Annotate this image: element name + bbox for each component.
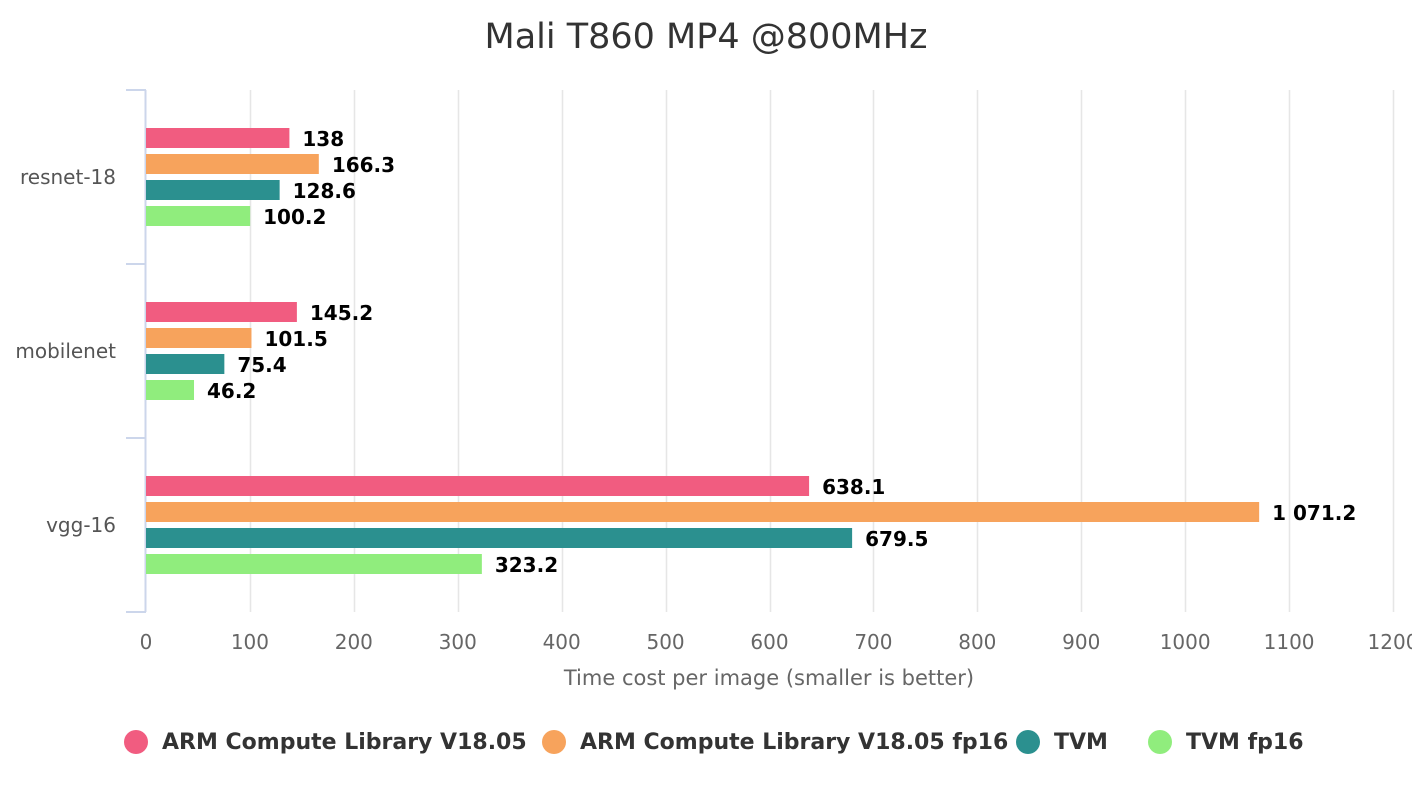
bars (146, 128, 1260, 574)
data-label: 166.3 (332, 153, 395, 177)
category-axis: resnet-18 mobilenet vgg-16 (15, 89, 147, 613)
data-label: 679.5 (865, 527, 928, 551)
bar (146, 180, 280, 200)
x-tick-label: 0 (140, 630, 153, 654)
bar (146, 206, 251, 226)
legend-label: TVM (1054, 729, 1108, 755)
x-tick-label: 100 (231, 630, 269, 654)
legend-marker-icon (1016, 730, 1040, 754)
x-tick-label: 1000 (1160, 630, 1211, 654)
bar (146, 554, 482, 574)
x-axis-title: Time cost per image (smaller is better) (563, 666, 974, 690)
data-label: 46.2 (207, 379, 256, 403)
legend: ARM Compute Library V18.05 ARM Compute Li… (0, 722, 1412, 762)
bar (146, 354, 225, 374)
x-tick-label: 800 (958, 630, 996, 654)
data-label: 145.2 (310, 301, 373, 325)
bar (146, 380, 195, 400)
chart-title: Mali T860 MP4 @800MHz (485, 17, 928, 57)
data-label: 138 (302, 127, 344, 151)
x-tick-label: 700 (854, 630, 892, 654)
legend-marker-icon (1148, 730, 1172, 754)
category-label: resnet-18 (20, 165, 116, 189)
bar (146, 502, 1260, 522)
bar (146, 328, 252, 348)
data-label: 100.2 (263, 205, 326, 229)
legend-label: TVM fp16 (1186, 729, 1304, 755)
bar (146, 528, 853, 548)
bar (146, 154, 319, 174)
bar (146, 302, 297, 322)
legend-item[interactable]: TVM fp16 (1148, 722, 1304, 762)
x-tick-label: 1100 (1264, 630, 1315, 654)
legend-label: ARM Compute Library V18.05 fp16 (580, 729, 1009, 755)
legend-marker-icon (542, 730, 566, 754)
data-label: 128.6 (293, 179, 356, 203)
legend-label: ARM Compute Library V18.05 (162, 729, 527, 755)
legend-item[interactable]: ARM Compute Library V18.05 (124, 722, 527, 762)
x-axis-ticks: 0 100 200 300 400 500 600 700 800 900 1000 1100 1200 (140, 630, 1412, 654)
category-label: vgg-16 (46, 513, 116, 537)
bar (146, 476, 810, 496)
legend-marker-icon (124, 730, 148, 754)
category-label: mobilenet (15, 339, 116, 363)
legend-item[interactable]: TVM (1016, 722, 1108, 762)
data-label: 1 071.2 (1272, 501, 1356, 525)
data-label: 323.2 (495, 553, 558, 577)
grid-lines (249, 90, 1395, 612)
data-label: 638.1 (822, 475, 885, 499)
x-tick-label: 300 (439, 630, 477, 654)
data-label: 75.4 (237, 353, 286, 377)
x-tick-label: 400 (543, 630, 581, 654)
x-tick-label: 600 (750, 630, 788, 654)
x-tick-label: 500 (646, 630, 684, 654)
x-tick-label: 1200 (1368, 630, 1412, 654)
data-label: 101.5 (264, 327, 327, 351)
bar (146, 128, 290, 148)
x-tick-label: 200 (335, 630, 373, 654)
x-tick-label: 900 (1062, 630, 1100, 654)
legend-item[interactable]: ARM Compute Library V18.05 fp16 (542, 722, 1008, 762)
